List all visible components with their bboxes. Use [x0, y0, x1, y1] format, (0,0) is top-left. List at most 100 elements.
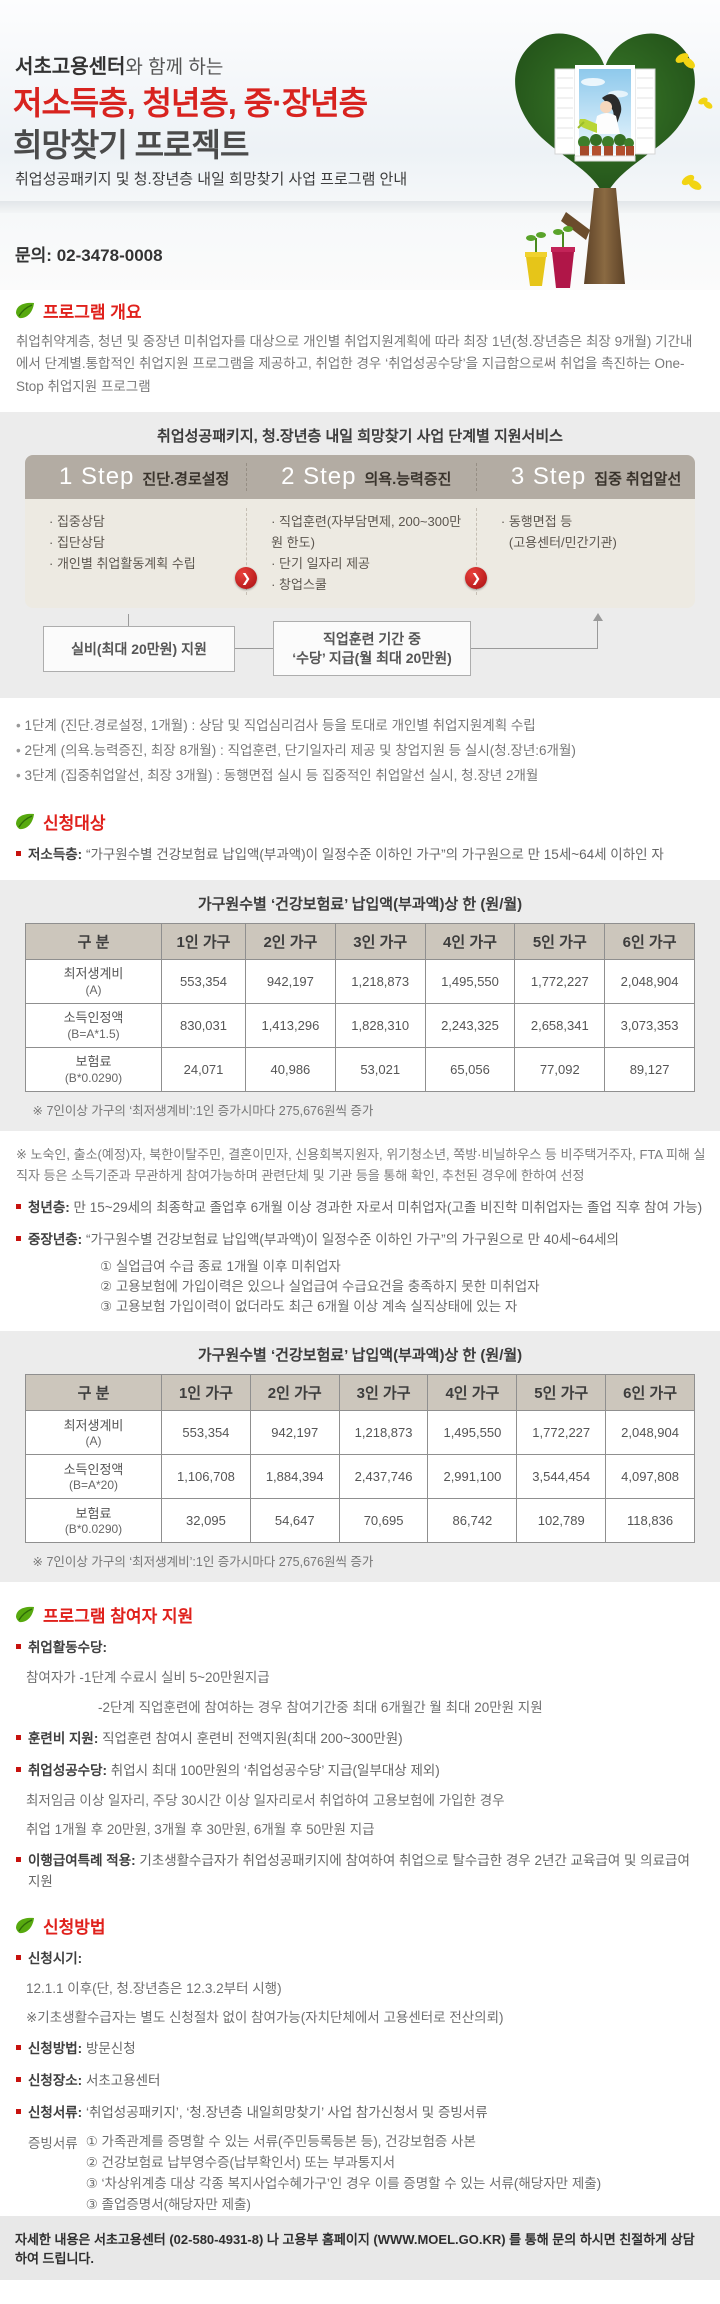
insurance-table-2: 구 분 1인 가구 2인 가구 3인 가구 4인 가구 5인 가구 6인 가구 …	[25, 1374, 695, 1544]
heart-tree-illustration	[515, 33, 713, 288]
evidence-label: 증빙서류	[28, 2136, 78, 2152]
table-cell: 1,884,394	[249, 1454, 340, 1500]
table-cell: 1,218,873	[334, 959, 426, 1005]
header-subtitle: 서초고용센터와 함께 하는	[15, 56, 224, 78]
connector-line	[471, 648, 598, 650]
table-cell: 2,437,746	[338, 1454, 429, 1500]
support-success: 취업성공수당: 취업시 최대 100만원의 ‘취업성공수당’ 지급(일부대상 제…	[16, 1761, 704, 1782]
table-header-cell: 3인 가구	[338, 1374, 429, 1412]
support-allowance-line2: -2단계 직업훈련에 참여하는 경우 참여기간중 최대 6개월간 월 최대 20…	[98, 1699, 543, 1715]
table-header-cell: 5인 가구	[514, 923, 606, 961]
insurance-table-1: 구 분 1인 가구 2인 가구 3인 가구 4인 가구 5인 가구 6인 가구 …	[25, 923, 695, 1093]
support-allowance: 취업활동수당:	[16, 1638, 704, 1659]
row-label-cell: 최저생계비 (A)	[25, 1410, 162, 1456]
step-1-header: 1 Step 진단.경로설정	[59, 463, 230, 491]
table-cell: 1,413,296	[245, 1003, 336, 1049]
table-cell: 1,772,227	[516, 1410, 607, 1456]
table-row: 소득인정액 (B=A*20) 1,106,708 1,884,394 2,437,…	[25, 1454, 695, 1500]
table-header-cell: 1인 가구	[161, 1374, 251, 1412]
step-notes: 1단계 (진단.경로설정, 1개월) : 상담 및 직업심리검사 등을 토대로 …	[16, 714, 704, 789]
step-arrow-icon: ❯	[465, 567, 487, 590]
support-box-expenses: 실비(최대 20만원) 지원	[43, 626, 235, 673]
contact-line: 문의: 02-3478-0008	[15, 246, 163, 265]
table-cell: 1,495,550	[424, 959, 516, 1005]
table-cell: 3,544,454	[516, 1454, 607, 1500]
connector-line	[128, 614, 129, 627]
leaf-icon	[16, 1606, 34, 1623]
section-heading-apply: 신청방법	[14, 1913, 720, 1938]
table-header-cell: 4인 가구	[424, 923, 516, 961]
step-arrow-icon: ❯	[235, 567, 257, 590]
step-band: 1 Step 진단.경로설정 2 Step 의욕.능력증진 3 Step 집중 취업알…	[25, 455, 695, 500]
support-transfer: 이행급여특례 적용: 기초생활수급자가 취업성공패키지에 참여하여 취업으로 탈…	[16, 1851, 704, 1893]
support-connector-area: 실비(최대 20만원) 지원 직업훈련 기간 중 ‘수당’ 지급(월 최대 20…	[25, 613, 695, 686]
header-tagline: 취업성공패키지 및 청.장년층 내일 희망찾기 사업 프로그램 안내	[15, 171, 408, 188]
floor-divider	[0, 201, 720, 213]
section-title: 프로그램 개요	[43, 303, 142, 322]
table-title: 가구원수별 ‘건강보험료’ 납입액(부과액)상 한 (원/월)	[197, 896, 523, 914]
table-cell: 77,092	[514, 1047, 606, 1093]
connector-line	[597, 621, 598, 649]
apply-docs: 신청서류: ‘취업성공패키지’, ‘청.장년층 내일희망찾기’ 사업 참가신청서…	[16, 2103, 704, 2124]
leaf-icon	[16, 1917, 34, 1933]
table-header-cell: 5인 가구	[516, 1374, 607, 1412]
apply-method: 신청방법: 방문신청	[16, 2039, 704, 2060]
table-header-cell: 2인 가구	[249, 1374, 340, 1412]
support-box-allowance: 직업훈련 기간 중 ‘수당’ 지급(월 최대 20만원)	[273, 621, 471, 677]
table-cell: 1,218,873	[338, 1410, 429, 1456]
table-header-cell: 구 분	[25, 1374, 162, 1412]
table-header-row: 구 분 1인 가구 2인 가구 3인 가구 4인 가구 5인 가구 6인 가구	[25, 923, 695, 961]
footer-contact-bar: 자세한 내용은 서초고용센터 (02-580-4931-8) 나 고용부 홈페이…	[0, 2215, 720, 2280]
table-cell: 65,056	[424, 1047, 516, 1093]
step-1-items: 집중상담 집단상담 개인별 취업활동계획 수립	[25, 508, 246, 595]
table-cell: 53,021	[334, 1047, 426, 1093]
table-cell: 40,986	[245, 1047, 336, 1093]
step-body: 집중상담 집단상담 개인별 취업활동계획 수립 직업훈련(자부담면제, 200~…	[25, 499, 695, 609]
table-cell: 4,097,808	[605, 1454, 695, 1500]
table-row: 보험료 (B*0.0290) 24,071 40,986 53,021 65,05…	[25, 1047, 695, 1093]
contact-phone: 02-3478-0008	[56, 246, 163, 265]
row-label-cell: 소득인정액 (B=A*1.5)	[25, 1003, 162, 1049]
page-title-red: 저소득층, 청년층, 중·장년층	[13, 85, 368, 121]
poster-page: { "colors": { "accent_red": "#d8231f", "…	[0, 0, 720, 1959]
bottom-whitespace	[0, 2280, 720, 2304]
row-label-cell: 보험료 (B*0.0290)	[25, 1047, 162, 1093]
row-label-cell: 소득인정액 (B=A*20)	[25, 1454, 162, 1500]
table-cell: 32,095	[161, 1498, 251, 1544]
eligibility-low-income: 저소득층: “가구원수별 건강보험료 납입액(부과액)이 일정수준 이하인 가구…	[16, 845, 704, 866]
step-diagram: 1 Step 진단.경로설정 2 Step 의욕.능력증진 3 Step 집중 취업알…	[25, 455, 695, 609]
table-cell: 553,354	[161, 959, 246, 1005]
apply-timing-line2: ※기초생활수급자는 별도 신청절차 없이 참여가능(자치단체에서 고용센터로 전…	[26, 2010, 504, 2026]
table-header-cell: 6인 가구	[604, 923, 695, 961]
table-row: 소득인정액 (B=A*1.5) 830,031 1,413,296 1,828,3…	[25, 1003, 695, 1049]
table-cell: 86,742	[427, 1498, 518, 1544]
page-title-dark: 희망찾기 프로젝트	[13, 127, 249, 163]
step-2-items: 직업훈련(자부담면제, 200~300만원 한도) 단기 일자리 제공 창업스쿨	[246, 508, 476, 596]
leaf-icon	[16, 302, 34, 318]
table-cell: 2,048,904	[605, 1410, 695, 1456]
support-success-line2: 취업 1개월 후 20만원, 3개월 후 30만원, 6개월 후 50만원 지급	[26, 1821, 375, 1837]
table-cell: 2,991,100	[427, 1454, 518, 1500]
connector-line	[235, 648, 273, 650]
step-note: 1단계 (진단.경로설정, 1개월) : 상담 및 직업심리검사 등을 토대로 …	[16, 714, 704, 739]
table-title: 가구원수별 ‘건강보험료’ 납입액(부과액)상 한 (원/월)	[197, 1347, 523, 1365]
org-name: 서초고용센터	[15, 56, 126, 78]
table-cell: 942,197	[245, 959, 336, 1005]
table-cell: 830,031	[161, 1003, 246, 1049]
section-heading-eligibility: 신청대상	[14, 809, 720, 834]
table-cell: 2,658,341	[514, 1003, 606, 1049]
section-title: 프로그램 참여자 지원	[43, 1607, 194, 1627]
table-cell: 54,647	[249, 1498, 340, 1544]
table-header-cell: 6인 가구	[605, 1374, 695, 1412]
insurance-table-1-strip: 가구원수별 ‘건강보험료’ 납입액(부과액)상 한 (원/월) 구 분 1인 가…	[0, 880, 720, 1132]
table-header-cell: 구 분	[25, 923, 162, 961]
step-3-items: 동행면접 등 (고용센터/민간기관)	[475, 508, 695, 596]
insurance-table-2-strip: 가구원수별 ‘건강보험료’ 납입액(부과액)상 한 (원/월) 구 분 1인 가…	[0, 1331, 720, 1583]
step-2-header: 2 Step 의욕.능력증진	[246, 463, 476, 492]
support-success-line1: 최저임금 이상 일자리, 주당 30시간 이상 일자리로서 취업하여 고용보험에…	[26, 1792, 505, 1808]
header-banner: 서초고용센터와 함께 하는 저소득층, 청년층, 중·장년층 희망찾기 프로젝트…	[0, 0, 720, 290]
table-cell: 1,495,550	[427, 1410, 518, 1456]
arrow-up-icon	[593, 613, 603, 622]
eligibility-youth: 청년층: 만 15~29세의 최종학교 졸업후 6개월 이상 경과한 자로서 미…	[16, 1198, 704, 1219]
apply-place: 신청장소: 서초고용센터	[16, 2071, 704, 2092]
